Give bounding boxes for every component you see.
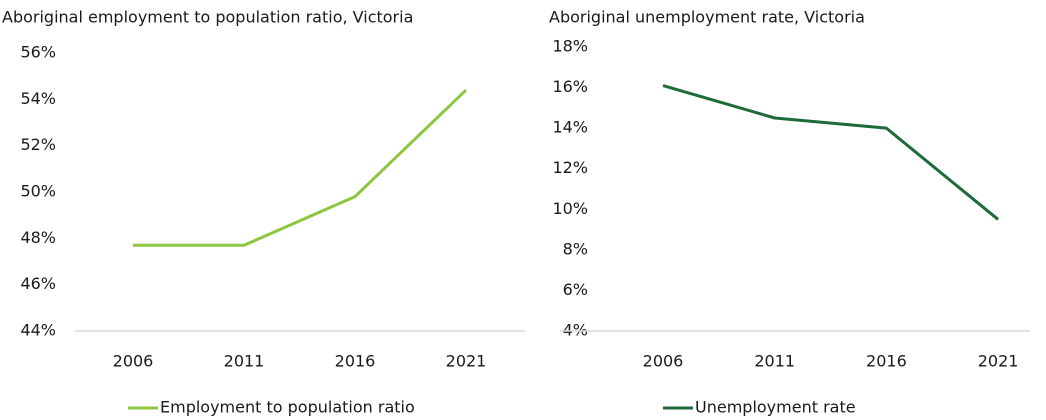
y-tick-label: 8% <box>563 239 588 258</box>
x-tick-label: 2011 <box>224 352 265 371</box>
y-tick-label: 6% <box>563 280 588 299</box>
legend-label: Unemployment rate <box>695 398 856 417</box>
y-tick-label: 52% <box>20 135 56 154</box>
legend-label: Employment to population ratio <box>160 398 415 417</box>
y-tick-label: 10% <box>552 199 588 218</box>
y-tick-label: 48% <box>20 228 56 247</box>
data-line <box>133 88 468 247</box>
y-tick-label: 18% <box>552 37 588 56</box>
chart-title: Aboriginal unemployment rate, Victoria <box>549 8 865 27</box>
x-tick-label: 2006 <box>643 352 684 371</box>
y-tick-label: 54% <box>20 89 56 108</box>
y-tick-label: 12% <box>552 158 588 177</box>
y-tick-label: 50% <box>20 182 56 201</box>
y-tick-label: 16% <box>552 77 588 96</box>
y-tick-label: 46% <box>20 274 56 293</box>
y-tick-label: 4% <box>563 321 588 340</box>
x-tick-label: 2016 <box>335 352 376 371</box>
y-tick-label: 14% <box>552 118 588 137</box>
x-tick-label: 2011 <box>754 352 795 371</box>
x-tick-label: 2006 <box>113 352 154 371</box>
chart-title: Aboriginal employment to population rati… <box>2 8 413 27</box>
x-tick-label: 2021 <box>978 352 1019 371</box>
y-tick-label: 44% <box>20 321 56 340</box>
data-line <box>662 84 1000 221</box>
x-tick-label: 2016 <box>866 352 907 371</box>
x-tick-label: 2021 <box>446 352 487 371</box>
y-tick-label: 56% <box>20 43 56 62</box>
